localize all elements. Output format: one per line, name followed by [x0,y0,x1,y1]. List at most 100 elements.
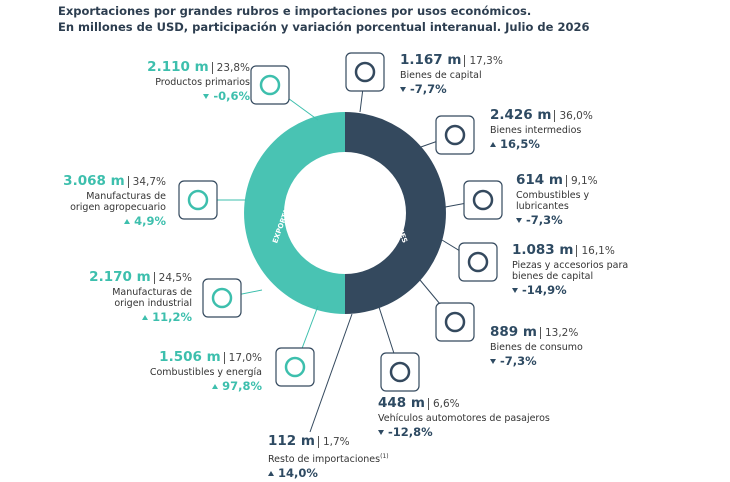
category-label: Vehículos automotores de pasajeros [378,413,550,424]
amount: 2.170 m [89,269,151,285]
item: 889 m 13,2% Bienes de consumo -7,3% [490,324,583,368]
share: 13,2% [539,327,579,339]
category-label: Piezas y accesorios para [512,260,629,271]
value-row: 1.083 m 16,1% [512,243,628,257]
arrow [378,430,384,435]
change: -0,6% [213,89,250,103]
item: 112 m 1,7% Resto de importaciones(1) 14,0% [268,433,389,481]
change-row: 16,5% [490,137,593,151]
change-row: 4,9% [63,215,166,227]
icon-glyph [467,251,489,273]
icon-glyph [187,189,209,211]
change: 16,5% [500,137,540,151]
arrow [124,219,131,224]
value-row: 448 m 6,6% [378,396,550,410]
arrow [212,384,219,389]
amount: 3.068 m [63,173,125,189]
change-row: 97,8% [150,380,262,392]
share: 6,6% [427,398,460,410]
category-label: Resto de importaciones(1) [268,453,389,466]
value-row: 614 m 9,1% [516,172,598,188]
arrow [516,218,522,223]
value-row: 2.110 m 23,8% [147,59,250,75]
change-row: 11,2% [89,310,192,324]
value-row: 112 m 1,7% [268,433,389,449]
amount: 2.110 m [147,59,209,75]
change-row: 14,0% [268,466,389,481]
change: -14,9% [522,283,567,297]
change-row: -7,7% [400,82,503,96]
icon-frame [250,65,290,105]
change: -7,3% [526,213,563,227]
category-label: Bienes intermedios [490,125,582,136]
change: -7,3% [500,354,537,368]
icon-frame [463,180,503,220]
arrow [490,359,496,364]
category-label: bienes de capital [512,271,594,282]
amount: 889 m [490,324,537,340]
icon-glyph [389,361,411,383]
share: 23,8% [211,62,250,74]
item: 614 m 9,1% Combustibles y lubricantes -7,3% [516,172,598,227]
amount: 2.426 m [490,107,552,123]
icon-frame [345,52,385,92]
category-label: Combustibles y energía [149,367,262,378]
icon-glyph [472,189,494,211]
share: 24,5% [153,272,192,284]
share: 36,0% [554,110,593,122]
value-row: 1.167 m 17,3% [400,52,503,68]
amount: 614 m [516,172,563,188]
share: 34,7% [127,176,166,188]
arrow [512,288,518,293]
category-label: Manufacturas de [112,287,192,298]
item: 2.170 m 24,5% Manufacturas de origen indust… [89,269,192,324]
category-label: Manufacturas de [86,191,166,202]
amount: 1.506 m [159,349,221,365]
arrow [142,315,149,320]
icon-frame [202,278,242,318]
amount: 1.167 m [400,52,462,68]
category-label: Bienes de consumo [490,342,583,353]
category-label: Bienes de capital [400,70,482,81]
change: -7,7% [410,82,447,96]
change: 11,2% [152,310,192,324]
item: 2.426 m 36,0% Bienes intermedios 16,5% [490,107,593,151]
title-line: Exportaciones por grandes rubros e impor… [58,4,532,18]
item: 2.110 m 23,8% Productos primarios -0,6% [147,59,250,103]
change-row: -0,6% [147,89,250,103]
arrow [400,87,406,92]
category-label: origen agropecuario [70,202,166,213]
icon-frame [435,302,475,342]
exports-ring [244,112,345,314]
share: 9,1% [565,175,598,187]
icon-glyph [284,356,306,378]
connector [309,313,353,433]
change: 14,0% [278,466,318,481]
change-row: -7,3% [490,354,583,368]
share: 17,0% [223,352,262,364]
category-label: lubricantes [516,201,569,212]
item: 1.506 m 17,0% Combustibles y energía 97,8% [149,349,262,392]
amount: 112 m [268,433,315,449]
change-row: -14,9% [512,283,628,297]
value-row: 2.426 m 36,0% [490,107,593,123]
icon-frame [178,180,218,220]
category-label: Productos primarios [155,77,250,88]
category-label: Combustibles y [516,190,590,201]
arrow [490,142,496,147]
item: 1.083 m 16,1% Piezas y accesorios para bien… [512,243,629,297]
category-label: origen industrial [114,298,192,309]
icon-frame [435,115,475,155]
change-row: -7,3% [516,213,598,227]
arrow [203,94,210,99]
share: 16,1% [576,245,615,257]
title: Exportaciones por grandes rubros e impor… [58,3,589,35]
icon-frame [458,242,498,282]
title-line: En millones de USD, participación y vari… [58,20,590,34]
icon-glyph [354,61,376,83]
icon-glyph [444,311,466,333]
footnote: (1) [380,453,389,460]
change-row: -12,8% [378,426,550,438]
